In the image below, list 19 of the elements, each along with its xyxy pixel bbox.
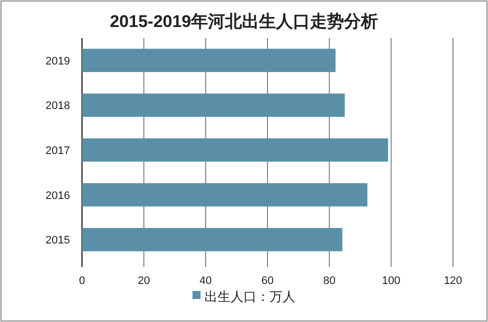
x-tick-label: 100 <box>382 275 400 287</box>
y-tick-label: 2017 <box>46 145 70 157</box>
bar <box>82 94 345 117</box>
bar <box>82 228 342 252</box>
x-tick-label: 60 <box>261 275 274 287</box>
chart-title: 2015-2019年河北出生人口走势分析 <box>110 12 378 31</box>
bar <box>82 138 388 162</box>
y-tick-label: 2015 <box>46 234 70 247</box>
y-tick-label: 2019 <box>46 55 70 68</box>
x-tick-label: 120 <box>444 275 462 287</box>
legend-label: 出生人口：万人 <box>204 289 296 304</box>
y-tick-label: 2016 <box>46 190 70 202</box>
bar <box>82 48 336 72</box>
bar <box>82 183 368 206</box>
x-tick-label: 0 <box>78 275 86 287</box>
x-tick-label: 40 <box>200 275 212 287</box>
x-tick-label: 80 <box>323 275 336 287</box>
y-tick-label: 2018 <box>46 100 70 112</box>
x-tick-label: 20 <box>138 275 150 287</box>
